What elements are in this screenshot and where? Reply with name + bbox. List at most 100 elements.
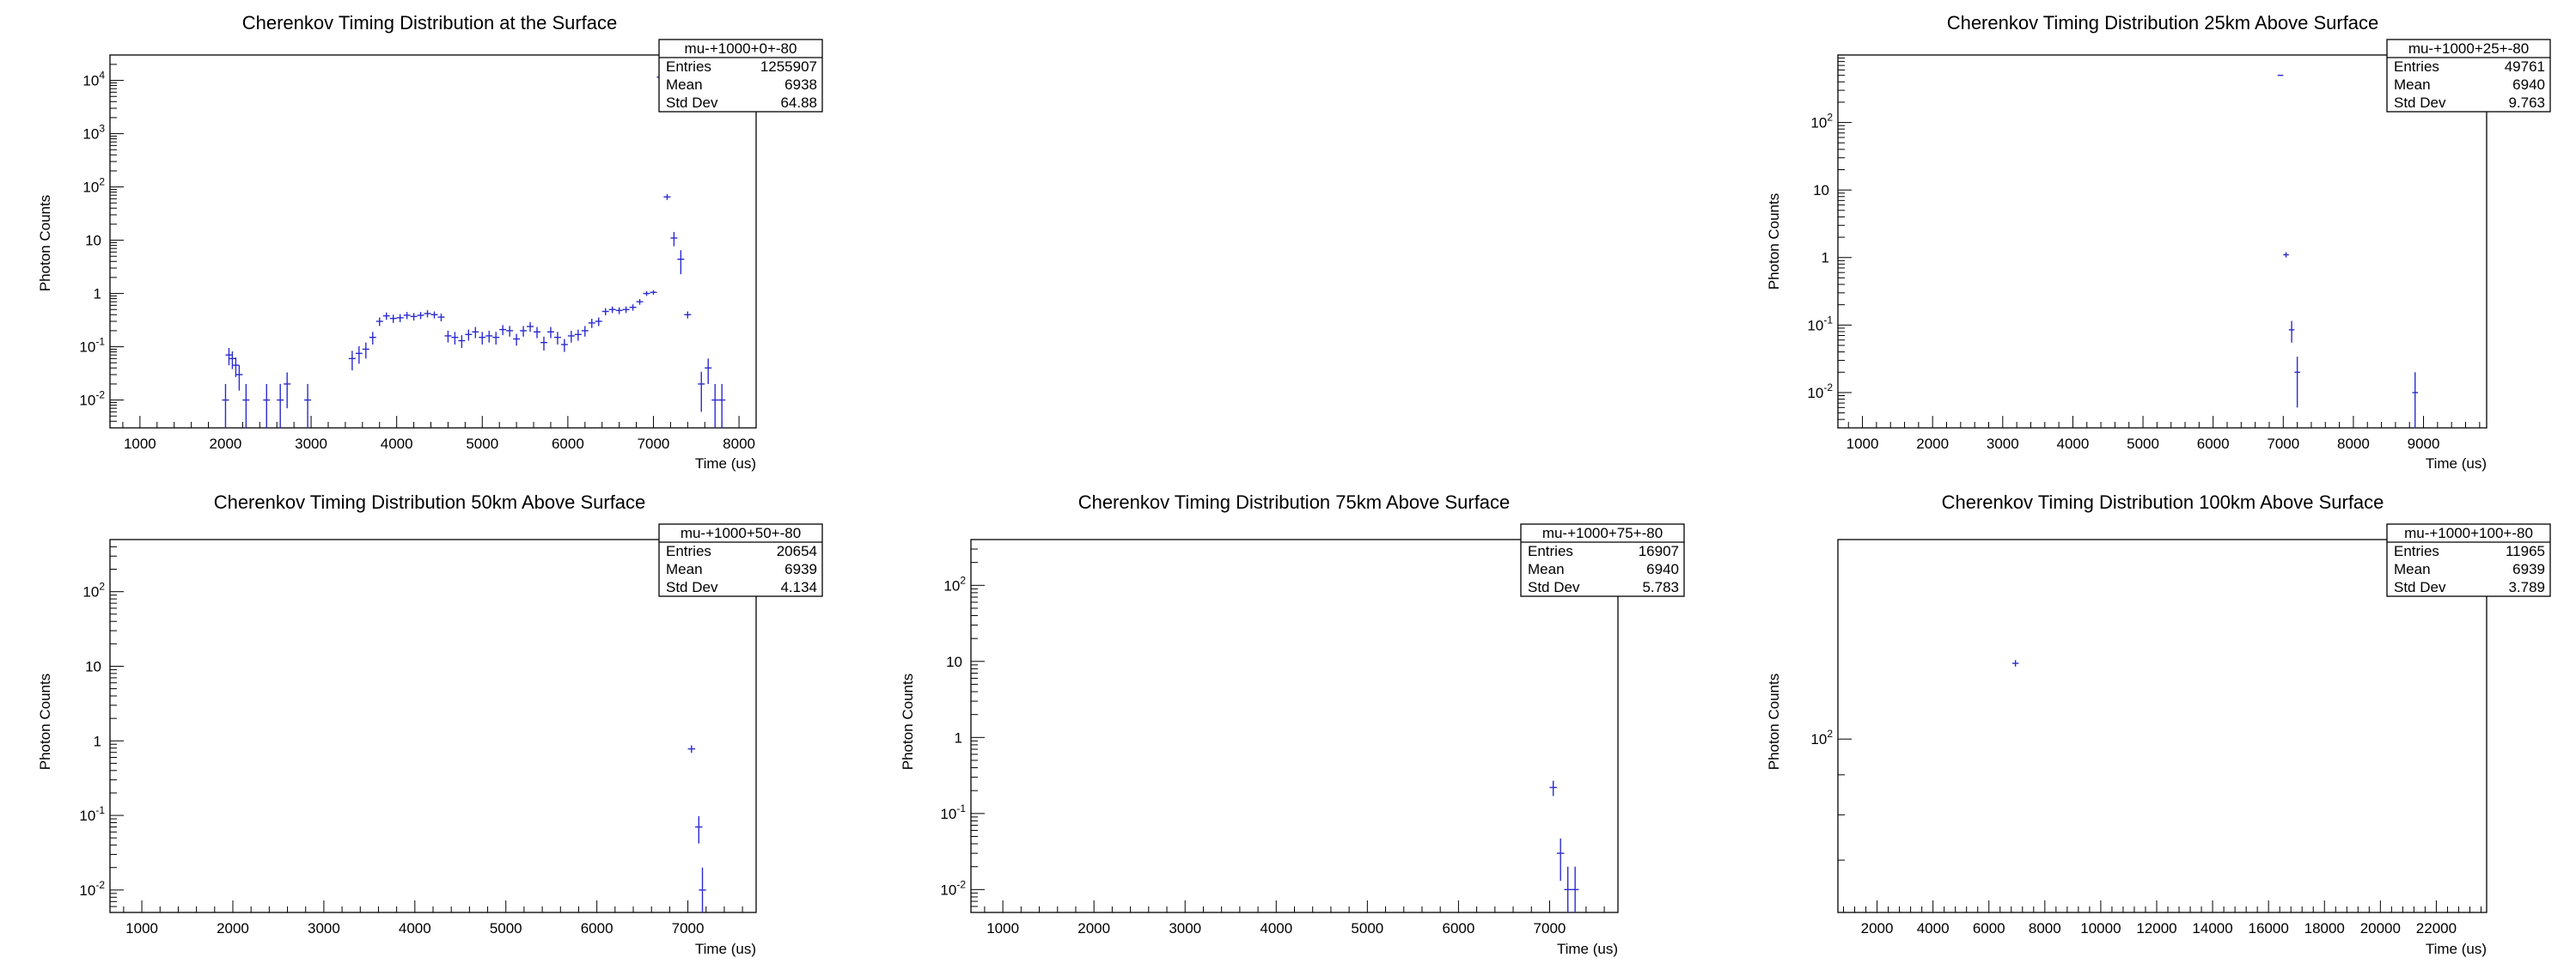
plot-frame	[1837, 539, 2487, 913]
data-point	[277, 383, 284, 428]
data-point	[608, 306, 616, 314]
stats-label: Mean	[1528, 561, 1565, 577]
plot-frame	[109, 54, 757, 429]
stats-title: mu-+1000+100+-80	[2404, 525, 2533, 541]
data-point	[472, 326, 479, 339]
y-tick-label: 1	[1822, 250, 1829, 266]
data-point	[540, 336, 547, 351]
y-tick-label: 102	[82, 581, 105, 601]
data-point	[229, 351, 236, 369]
data-points	[687, 745, 706, 912]
data-point	[615, 307, 623, 314]
y-tick-label: 10	[1813, 182, 1829, 198]
stats-label: Entries	[666, 58, 711, 75]
x-tick-label: 4000	[399, 920, 431, 937]
stats-title: mu-+1000+50+-80	[681, 525, 801, 541]
y-tick-label: 102	[1810, 112, 1833, 131]
x-tick-label: 6000	[552, 436, 584, 452]
stats-label: Entries	[2394, 543, 2439, 559]
x-tick-label: 18000	[2304, 920, 2345, 937]
data-point	[424, 310, 431, 318]
x-tick-label: 3000	[308, 920, 340, 937]
data-point	[2412, 372, 2419, 428]
data-point	[396, 314, 404, 322]
stats-value: 4.134	[780, 579, 817, 595]
y-tick-label: 102	[1810, 728, 1833, 747]
stats-value: 6938	[784, 76, 817, 93]
plot-title: Cherenkov Timing Distribution 100km Abov…	[1942, 491, 2384, 513]
stats-label: Entries	[2394, 58, 2439, 75]
x-tick-label: 1000	[986, 920, 1019, 937]
stats-title: mu-+1000+75+-80	[1542, 525, 1663, 541]
stats-value: 6939	[2512, 561, 2545, 577]
data-point	[458, 335, 466, 348]
y-tick-label: 10-2	[1807, 381, 1833, 401]
x-axis-label: Time (us)	[695, 941, 756, 957]
data-point	[695, 815, 703, 844]
plot-frame	[1837, 54, 2487, 429]
data-point	[698, 371, 705, 412]
x-axis-label: Time (us)	[1557, 941, 1618, 957]
data-points	[2011, 660, 2019, 667]
x-tick-label: 7000	[2267, 436, 2299, 452]
data-point	[348, 351, 356, 371]
y-tick-label: 103	[82, 123, 105, 143]
data-point	[513, 333, 521, 346]
y-axis-label: Photon Counts	[1766, 193, 1782, 290]
stats-label: Std Dev	[666, 579, 718, 595]
data-point	[699, 867, 706, 912]
histogram-panel-3: Cherenkov Timing Distribution 50km Above…	[37, 491, 823, 957]
x-tick-label: 5000	[490, 920, 522, 937]
data-point	[687, 745, 696, 754]
x-axis-label: Time (us)	[2426, 941, 2487, 957]
data-point	[2277, 74, 2284, 76]
x-tick-label: 1000	[125, 920, 158, 937]
x-tick-label: 12000	[2136, 920, 2176, 937]
plot-title: Cherenkov Timing Distribution 50km Above…	[214, 491, 646, 513]
data-point	[622, 306, 630, 314]
data-point	[560, 339, 568, 352]
data-point	[1549, 780, 1557, 796]
data-point	[2288, 320, 2295, 343]
stats-label: Std Dev	[666, 95, 718, 111]
data-point	[718, 383, 726, 428]
x-tick-label: 2000	[1916, 436, 1949, 452]
y-tick-label: 10-1	[79, 336, 105, 356]
data-point	[451, 332, 459, 345]
data-point	[444, 330, 452, 343]
data-point	[382, 312, 390, 320]
stats-value: 9.763	[2508, 95, 2545, 111]
x-tick-label: 14000	[2192, 920, 2232, 937]
plot-title: Cherenkov Timing Distribution 75km Above…	[1078, 491, 1511, 513]
data-point	[1564, 866, 1572, 912]
stats-box: mu-+1000+100+-80 Entries 11965 Mean 6939 Std …	[2386, 523, 2551, 597]
data-point	[1556, 838, 1565, 882]
stats-value: 64.88	[780, 95, 817, 111]
data-point	[222, 383, 229, 428]
stats-value: 16907	[1639, 543, 1679, 559]
data-point	[677, 250, 685, 275]
x-tick-label: 2000	[217, 920, 249, 937]
data-point	[663, 194, 671, 200]
x-tick-label: 6000	[581, 920, 613, 937]
data-point	[553, 332, 561, 345]
data-point	[1571, 866, 1579, 912]
data-point	[636, 299, 644, 305]
x-tick-label: 8000	[723, 436, 755, 452]
data-point	[2294, 357, 2300, 408]
x-tick-label: 1000	[1847, 436, 1879, 452]
x-tick-label: 5000	[2127, 436, 2159, 452]
data-points	[222, 76, 726, 428]
data-point	[581, 326, 589, 337]
x-tick-label: 1000	[124, 436, 156, 452]
x-tick-label: 2000	[210, 436, 242, 452]
x-tick-label: 7000	[672, 920, 705, 937]
stats-label: Mean	[2394, 76, 2431, 93]
data-point	[492, 332, 500, 345]
data-point	[389, 314, 397, 323]
stats-label: Entries	[1528, 543, 1573, 559]
x-tick-label: 9000	[2408, 436, 2440, 452]
